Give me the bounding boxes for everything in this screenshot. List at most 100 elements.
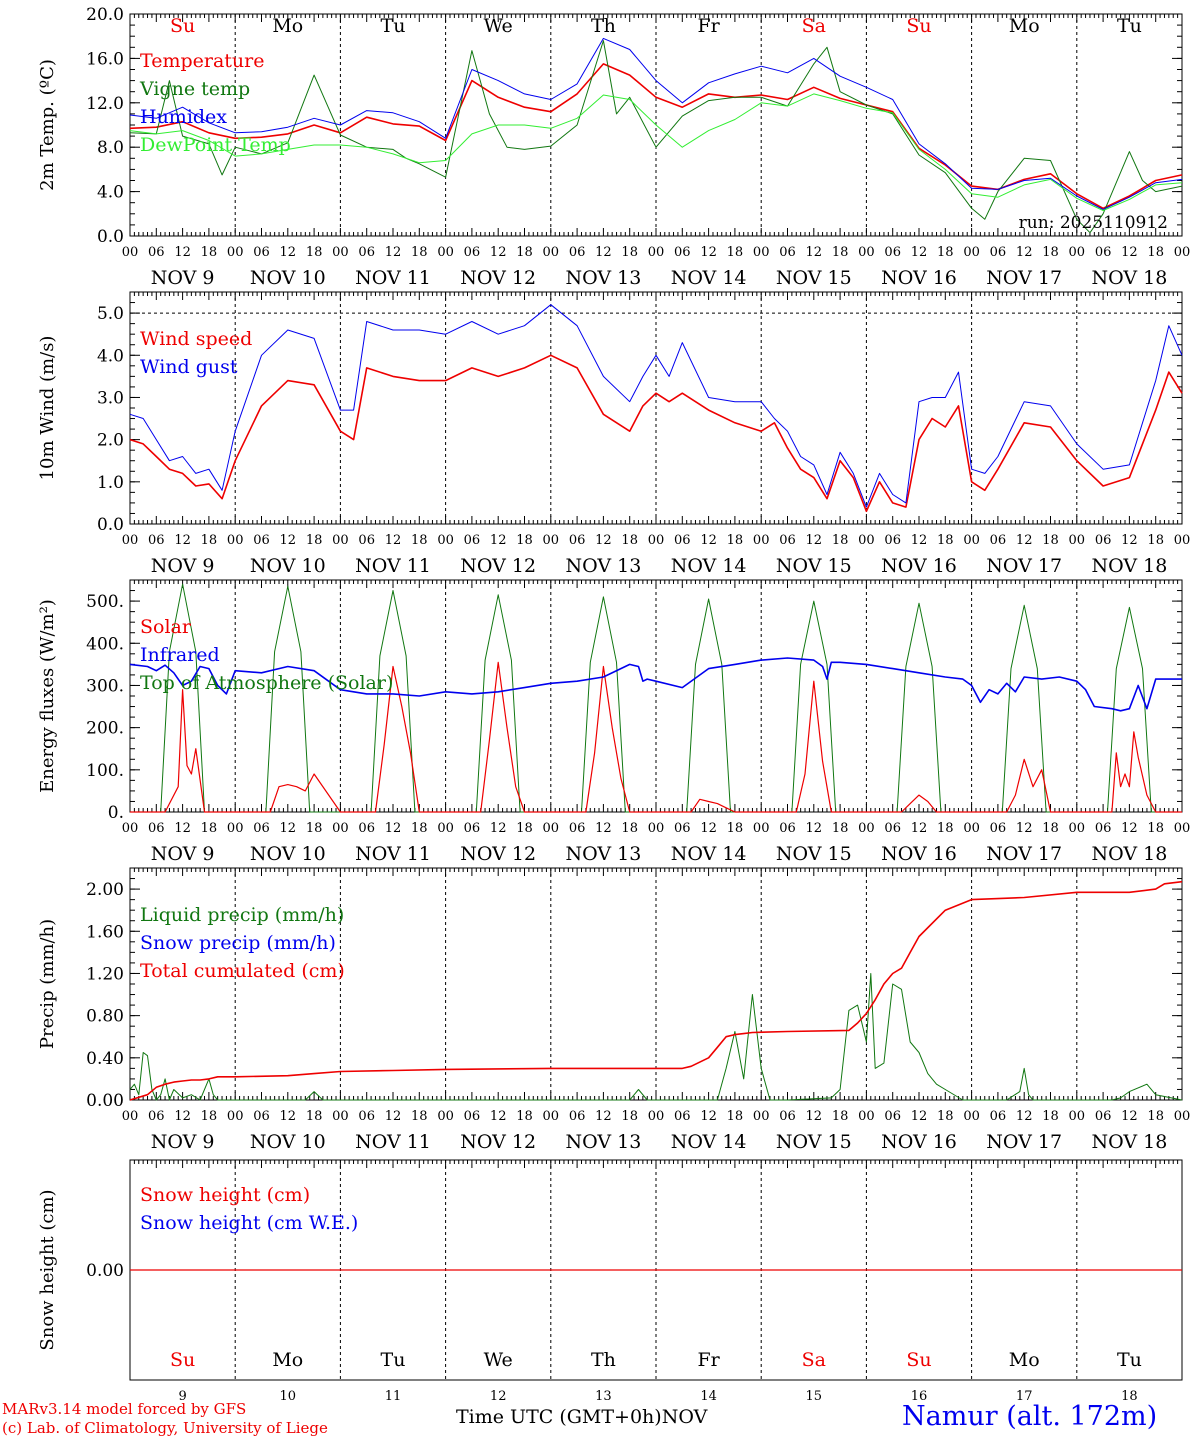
legend-entry: Infrared xyxy=(140,644,220,666)
y-axis-title: Precip (mm/h) xyxy=(37,919,58,1049)
y-tick-label: 500. xyxy=(86,592,124,612)
hour-tick-label: 06 xyxy=(779,245,796,260)
y-tick-label: 1.20 xyxy=(86,964,124,984)
date-label: NOV 9 xyxy=(151,843,215,865)
date-label: NOV 10 xyxy=(250,1131,326,1153)
hour-tick-label: 12 xyxy=(280,245,297,260)
hour-tick-label: 00 xyxy=(1174,533,1191,548)
date-label: NOV 14 xyxy=(671,843,747,865)
hour-tick-label: 18 xyxy=(937,821,954,836)
date-label: NOV 11 xyxy=(355,843,431,865)
y-tick-label: 0. xyxy=(108,803,124,823)
hour-tick-label: 18 xyxy=(201,533,218,548)
date-label: NOV 18 xyxy=(1091,267,1167,289)
hour-tick-label: 18 xyxy=(411,1109,428,1124)
y-tick-label: 200. xyxy=(86,719,124,739)
hour-tick-label: 18 xyxy=(516,821,533,836)
hour-tick-label: 00 xyxy=(1069,245,1086,260)
hour-tick-label: 18 xyxy=(1147,245,1164,260)
hour-tick-label: 00 xyxy=(1069,1109,1086,1124)
hour-tick-label: 18 xyxy=(516,245,533,260)
y-tick-label: 0.80 xyxy=(86,1007,124,1027)
date-label: NOV 18 xyxy=(1091,1131,1167,1153)
hour-tick-label: 12 xyxy=(1016,1109,1033,1124)
weekday-label: Tu xyxy=(381,1349,406,1371)
weekday-label: Su xyxy=(906,1349,931,1371)
hour-tick-label: 18 xyxy=(727,1109,744,1124)
hour-tick-label: 06 xyxy=(464,1109,481,1124)
date-label: NOV 17 xyxy=(986,843,1062,865)
hour-tick-label: 12 xyxy=(174,533,191,548)
hour-tick-label: 18 xyxy=(411,533,428,548)
day-number-label: 10 xyxy=(280,1389,297,1404)
hour-tick-label: 06 xyxy=(253,821,270,836)
panel-temp: 0.0 4.0 8.0 12.0 16.0 20.0 2m Temp. (ºC) 00 06 12… xyxy=(37,5,1190,289)
hour-tick-label: 06 xyxy=(464,245,481,260)
hour-tick-label: 18 xyxy=(306,821,323,836)
hour-tick-label: 18 xyxy=(1147,1109,1164,1124)
hour-tick-label: 06 xyxy=(674,533,691,548)
hour-tick-label: 00 xyxy=(1069,821,1086,836)
hour-tick-label: 12 xyxy=(490,1109,507,1124)
day-number-label: 17 xyxy=(1016,1389,1033,1404)
day-number-label: 12 xyxy=(490,1389,507,1404)
hour-tick-label: 00 xyxy=(437,245,454,260)
hour-tick-label: 00 xyxy=(753,245,770,260)
station-name: Namur (alt. 172m) xyxy=(902,1401,1158,1432)
weekday-label: Fr xyxy=(697,15,720,37)
hour-tick-label: 18 xyxy=(621,533,638,548)
hour-tick-label: 18 xyxy=(937,533,954,548)
date-label: NOV 12 xyxy=(460,267,536,289)
legend-entry: Liquid precip (mm/h) xyxy=(140,904,344,926)
hour-tick-label: 18 xyxy=(832,1109,849,1124)
legend-entry: Temperature xyxy=(140,50,264,72)
hour-tick-label: 00 xyxy=(437,533,454,548)
series-solar xyxy=(130,661,1182,813)
hour-tick-label: 00 xyxy=(963,821,980,836)
hour-tick-label: 06 xyxy=(569,821,586,836)
hour-tick-label: 06 xyxy=(779,821,796,836)
y-tick-label: 1.0 xyxy=(97,473,124,493)
run-note: run: 2025110912 xyxy=(1019,213,1168,233)
hour-tick-label: 12 xyxy=(1121,1109,1138,1124)
y-tick-label: 2.00 xyxy=(86,880,124,900)
hour-tick-label: 00 xyxy=(332,821,349,836)
date-label: NOV 15 xyxy=(776,843,852,865)
hour-tick-label: 00 xyxy=(332,533,349,548)
date-label: NOV 17 xyxy=(986,267,1062,289)
hour-tick-label: 12 xyxy=(595,821,612,836)
date-label: NOV 16 xyxy=(881,1131,957,1153)
hour-tick-label: 00 xyxy=(1069,533,1086,548)
legend-entry: Snow height (cm W.E.) xyxy=(140,1212,358,1234)
y-axis-title: 10m Wind (m/s) xyxy=(37,336,58,481)
weekday-label: Sa xyxy=(802,15,826,37)
legend-entry: Solar xyxy=(140,616,192,638)
weekday-label: We xyxy=(484,15,513,37)
legend-entry: Humidex xyxy=(140,106,227,128)
hour-tick-label: 12 xyxy=(595,1109,612,1124)
hour-tick-label: 12 xyxy=(1121,533,1138,548)
date-label: NOV 10 xyxy=(250,267,326,289)
date-label: NOV 18 xyxy=(1091,843,1167,865)
hour-tick-label: 12 xyxy=(1121,821,1138,836)
hour-tick-label: 06 xyxy=(779,1109,796,1124)
hour-tick-label: 00 xyxy=(1174,1109,1191,1124)
y-tick-label: 4.0 xyxy=(97,183,124,203)
hour-tick-label: 00 xyxy=(332,245,349,260)
panel-energy: 0. 100. 200. 300. 400. 500. Energy fluxes (W/m… xyxy=(37,579,1190,865)
day-number-label: 14 xyxy=(700,1389,717,1404)
hour-tick-label: 06 xyxy=(884,245,901,260)
y-tick-label: 12.0 xyxy=(86,94,124,114)
y-tick-label: 3.0 xyxy=(97,388,124,408)
day-number-label: 18 xyxy=(1121,1389,1138,1404)
date-label: NOV 14 xyxy=(671,1131,747,1153)
day-number-label: 11 xyxy=(385,1389,402,1404)
day-number-label: 13 xyxy=(595,1389,612,1404)
date-label: NOV 12 xyxy=(460,1131,536,1153)
hour-tick-label: 00 xyxy=(122,821,139,836)
date-label: NOV 13 xyxy=(565,555,641,577)
x-axis-title: Time UTC (GMT+0h) xyxy=(456,1406,662,1428)
hour-tick-label: 00 xyxy=(963,1109,980,1124)
date-label: NOV 14 xyxy=(671,267,747,289)
